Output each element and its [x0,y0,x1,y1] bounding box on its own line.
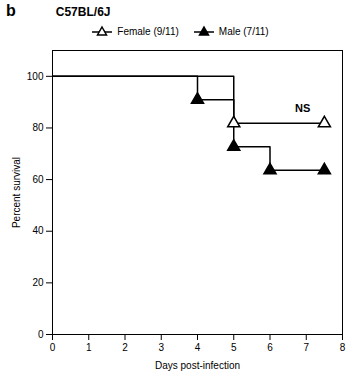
svg-text:8: 8 [340,342,346,353]
svg-text:40: 40 [32,225,44,236]
html-text:Female (9/11): Female (9/11) [117,25,179,37]
html-text:C57BL/6J: C57BL/6J [55,5,111,19]
html-text:b: b [6,2,16,19]
svg-text:5: 5 [231,342,237,353]
svg-text:20: 20 [32,277,44,288]
svg-text:6: 6 [267,342,273,353]
html-text:Male (7/11): Male (7/11) [218,25,269,37]
svg-text:3: 3 [158,342,164,353]
svg-text:1: 1 [86,342,92,353]
svg-text:Days post-infection: Days post-infection [155,360,240,371]
svg-text:60: 60 [32,174,44,185]
svg-text:Percent survival: Percent survival [11,157,22,228]
svg-text:0: 0 [50,342,56,353]
svg-text:4: 4 [195,342,201,353]
svg-text:7: 7 [303,342,309,353]
svg-text:100: 100 [27,71,44,82]
svg-text:NS: NS [295,102,310,114]
svg-text:2: 2 [122,342,128,353]
svg-text:0: 0 [38,329,44,340]
svg-text:80: 80 [32,122,44,133]
